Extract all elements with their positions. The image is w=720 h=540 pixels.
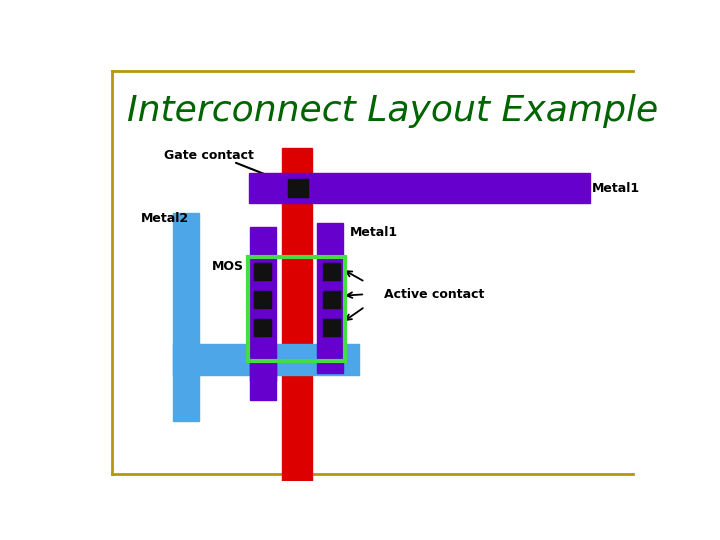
Bar [282, 148, 312, 481]
Text: Metal1: Metal1 [350, 226, 397, 239]
Text: Interconnect Layout Example: Interconnect Layout Example [127, 94, 659, 128]
Text: Metal1: Metal1 [593, 181, 640, 194]
Bar [173, 213, 199, 421]
Bar [323, 291, 340, 308]
Bar [248, 257, 345, 361]
Bar [323, 319, 340, 336]
Bar [251, 361, 276, 400]
Bar [251, 226, 276, 381]
Text: Active contact: Active contact [384, 288, 485, 301]
Bar [254, 264, 271, 280]
Text: MOS: MOS [212, 260, 243, 273]
Bar [249, 173, 590, 204]
Bar [173, 345, 359, 375]
Bar [254, 319, 271, 336]
Bar [254, 291, 271, 308]
Text: Metal2: Metal2 [140, 212, 189, 225]
Text: Gate contact: Gate contact [163, 149, 253, 162]
Bar [287, 179, 307, 197]
Bar [323, 264, 340, 280]
Bar [317, 222, 343, 373]
